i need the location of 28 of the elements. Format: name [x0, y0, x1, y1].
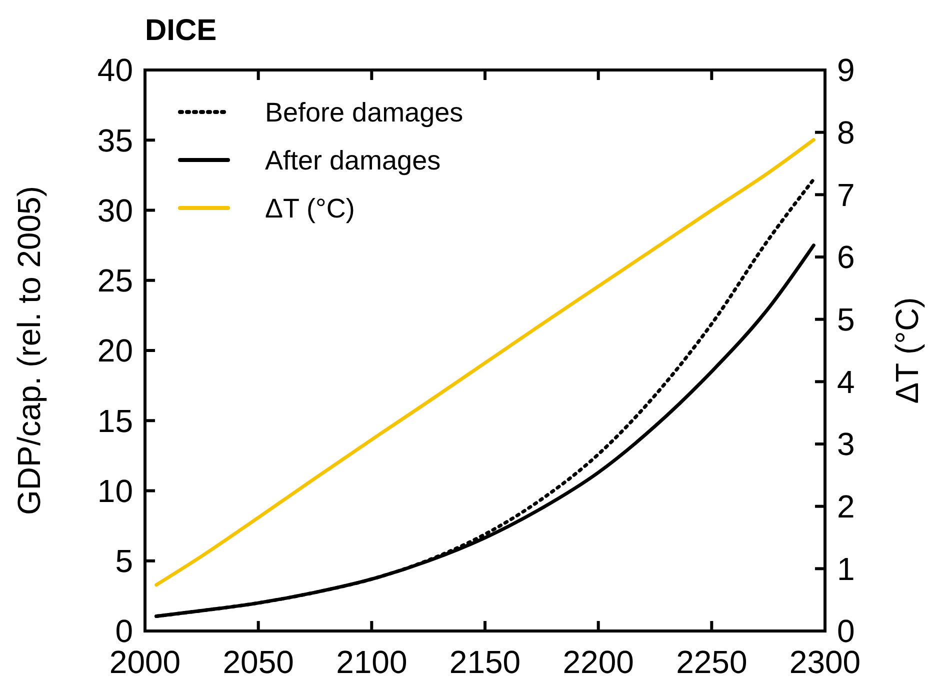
y-tick-label: 15	[97, 402, 133, 439]
y-axis-title: GDP/cap. (rel. to 2005)	[11, 186, 47, 516]
y-tick-label: 20	[97, 332, 133, 369]
y-tick-label: 25	[97, 262, 133, 299]
legend-label: After damages	[265, 145, 441, 176]
x-tick-label: 2200	[562, 644, 634, 680]
y2-tick-label: 4	[837, 364, 855, 400]
y-tick-label: 5	[115, 543, 133, 580]
legend-label: Before damages	[265, 97, 464, 128]
x-tick-label: 2250	[676, 644, 748, 680]
y-tick-label: 40	[97, 52, 133, 88]
y2-tick-label: 3	[837, 426, 855, 462]
chart-title: DICE	[145, 14, 217, 47]
x-tick-label: 2100	[336, 644, 408, 680]
x-tick-label: 2050	[222, 644, 294, 680]
y-tick-label: 35	[97, 122, 133, 158]
x-tick-label: 2150	[449, 644, 521, 680]
y2-tick-label: 9	[837, 52, 855, 88]
y2-tick-label: 8	[837, 114, 855, 151]
y2-tick-label: 1	[837, 550, 855, 587]
y2-tick-label: 7	[837, 176, 855, 213]
y-tick-label: 30	[97, 192, 133, 228]
y2-tick-label: 6	[837, 239, 855, 276]
legend-label: ΔT (°C)	[265, 193, 355, 224]
y2-tick-label: 5	[837, 302, 855, 338]
y-tick-label: 10	[97, 472, 133, 509]
y2-tick-label: 2	[837, 488, 855, 525]
y2-axis-title: ΔT (°C)	[889, 297, 925, 404]
